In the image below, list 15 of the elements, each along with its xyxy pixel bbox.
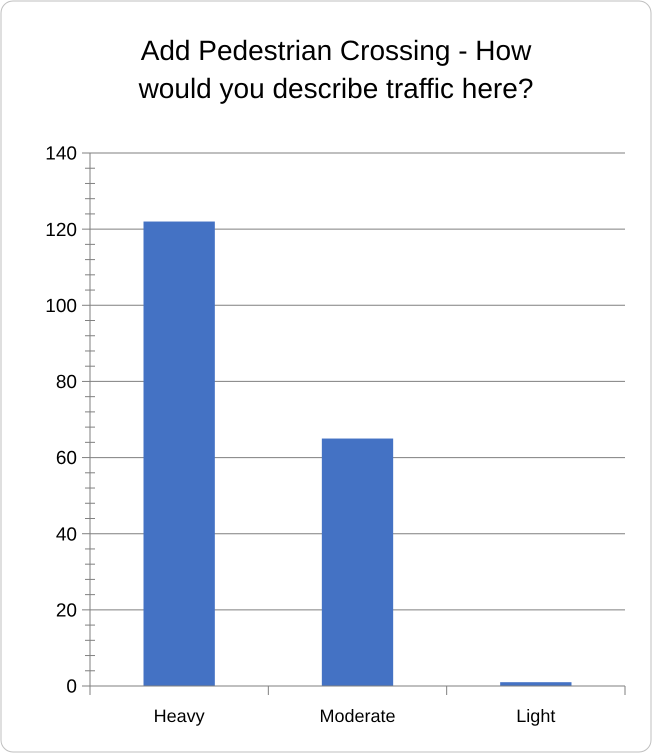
- y-tick-label: 100: [45, 296, 77, 317]
- y-tick-label: 20: [56, 600, 77, 622]
- bar: [500, 682, 572, 686]
- y-tick-label: 140: [45, 144, 77, 165]
- chart-title: Add Pedestrian Crossing - How would you describe traffic here?: [138, 35, 534, 104]
- y-tick-label: 120: [45, 220, 77, 241]
- bar: [322, 438, 394, 686]
- y-tick-label: 0: [66, 676, 77, 698]
- x-tick-label: Light: [516, 706, 556, 726]
- x-tick-label: Heavy: [154, 706, 205, 726]
- y-tick-label: 60: [56, 448, 77, 470]
- bar: [144, 222, 215, 686]
- x-tick-label: Moderate: [319, 706, 396, 726]
- y-tick-label: 80: [56, 372, 77, 394]
- y-tick-label: 40: [56, 524, 77, 546]
